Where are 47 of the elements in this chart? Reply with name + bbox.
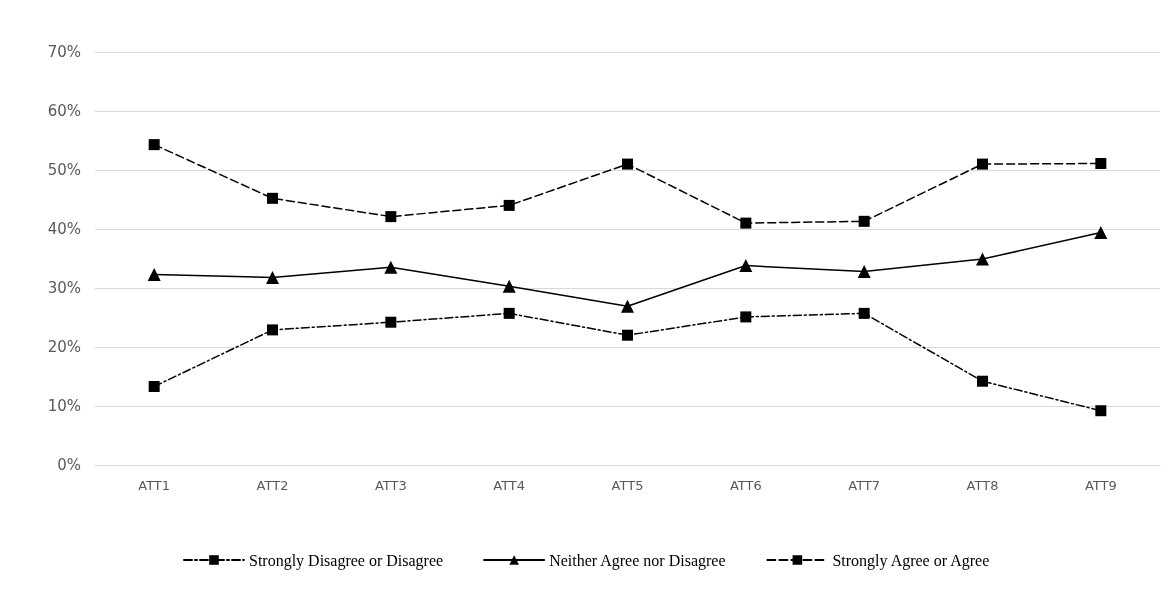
legend-label: Neither Agree nor Disagree	[549, 551, 726, 570]
x-tick-label: ATT8	[966, 478, 999, 493]
point	[1095, 158, 1107, 170]
point	[740, 311, 752, 323]
y-tick-label: 70%	[47, 43, 81, 61]
y-tick-label: 50%	[47, 161, 81, 179]
point	[622, 329, 633, 341]
y-tick-label: 0%	[57, 456, 81, 474]
point	[740, 217, 752, 229]
x-tick-label: ATT7	[848, 478, 881, 493]
x-tick-label: ATT2	[256, 478, 289, 493]
x-tick-label: ATT9	[1084, 478, 1117, 493]
point	[503, 199, 515, 211]
point	[977, 158, 988, 170]
x-tick-label: ATT5	[611, 478, 644, 493]
point	[267, 324, 278, 336]
point	[739, 259, 753, 273]
point	[148, 381, 160, 393]
x-tick-label: ATT4	[493, 478, 526, 493]
point	[1094, 226, 1108, 240]
point	[147, 267, 161, 281]
point	[266, 270, 279, 284]
y-tick-label: 40%	[47, 220, 81, 238]
x-tick-label: ATT6	[729, 478, 762, 493]
legend-label: Strongly Agree or Agree	[832, 551, 990, 570]
point	[622, 158, 633, 170]
point	[148, 139, 160, 151]
x-tick-label: ATT1	[138, 478, 171, 493]
legend-label: Strongly Disagree or Disagree	[248, 551, 444, 570]
y-tick-label: 30%	[47, 279, 81, 297]
point	[857, 264, 871, 278]
x-tick-label: ATT3	[374, 478, 407, 493]
point	[385, 316, 397, 328]
point	[503, 307, 515, 319]
point	[502, 279, 516, 293]
point	[977, 375, 988, 387]
y-tick-label: 20%	[47, 338, 81, 356]
point	[385, 211, 397, 223]
point	[267, 192, 278, 204]
point	[976, 252, 989, 266]
point	[384, 260, 398, 274]
point	[621, 299, 634, 313]
point	[858, 307, 870, 319]
point	[1095, 405, 1107, 417]
y-tick-label: 10%	[47, 397, 81, 415]
point	[858, 215, 870, 227]
y-tick-label: 60%	[47, 102, 81, 120]
